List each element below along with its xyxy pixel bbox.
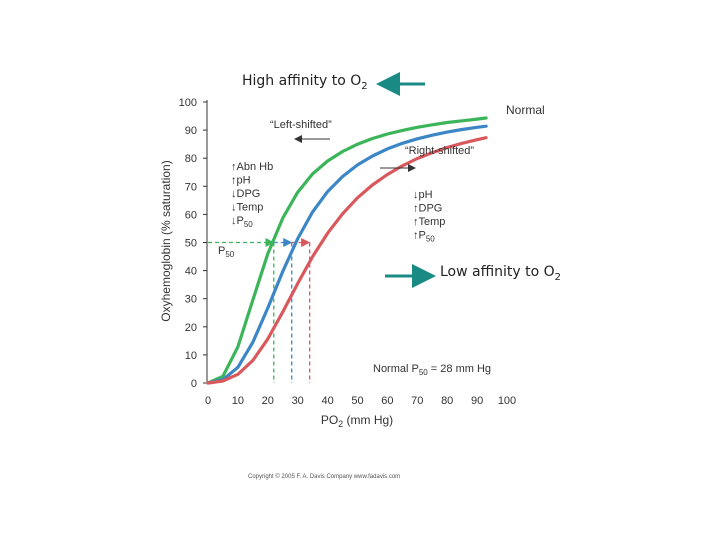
factor-item: ↓DPG — [231, 188, 260, 200]
factor-item: ↓pH — [413, 189, 433, 201]
right-shift-factors: ↓pH ↑DPG↑Temp ↑P50 — [413, 189, 445, 244]
y-tick-label: 0 — [191, 378, 197, 390]
low-affinity-label: Low affinity to O2 — [440, 264, 561, 283]
factor-item: ↑DPG — [413, 203, 442, 215]
y-tick-label: 20 — [185, 322, 197, 334]
factor-item: ↓P50 — [231, 215, 253, 229]
curve-right-shifted — [206, 136, 488, 385]
x-tick-label: 40 — [321, 395, 333, 407]
x-tick-label: 10 — [232, 395, 244, 407]
low-affinity-sub: 2 — [554, 271, 562, 283]
y-axis-label: Oxyhemoglobin (% saturation) — [159, 160, 173, 321]
high-affinity-label: High affinity to O2 — [242, 73, 368, 92]
normal-curve-label: Normal — [506, 103, 545, 117]
y-tick-label: 50 — [185, 238, 197, 250]
right-shifted-label: “Right-shifted” — [405, 145, 474, 157]
p50-axis-label: P50 — [218, 245, 235, 259]
curves — [206, 116, 488, 385]
curve-left-shifted — [206, 116, 488, 385]
x-tick-label: 0 — [205, 395, 211, 407]
low-affinity-text: Low affinity to O — [440, 264, 555, 280]
factor-item: ↓Temp — [231, 202, 263, 214]
x-tick-label: 80 — [441, 395, 453, 407]
y-tick-label: 100 — [179, 97, 197, 109]
x-tick-label: 50 — [351, 395, 363, 407]
y-tick-label: 60 — [185, 209, 197, 221]
factor-item: ↑pH — [231, 175, 251, 187]
x-tick-label: 70 — [411, 395, 423, 407]
factor-item: ↑Temp — [413, 216, 445, 228]
curve-normal — [206, 124, 488, 385]
left-shifted-label: “Left-shifted” — [270, 119, 332, 131]
high-affinity-text: High affinity to O — [242, 73, 362, 89]
y-tick-label: 90 — [185, 125, 197, 137]
y-tick-label: 40 — [185, 266, 197, 278]
y-tick-label: 30 — [185, 294, 197, 306]
x-axis-label: PO2 (mm Hg) — [321, 413, 393, 429]
x-tick-label: 100 — [498, 395, 516, 407]
x-tick-label: 30 — [292, 395, 304, 407]
factor-item: ↑P50 — [413, 230, 435, 244]
x-tick-label: 90 — [471, 395, 483, 407]
x-axis-ticks: 0 10 20 30 40 50 60 70 80 90 100 — [205, 395, 516, 407]
factor-item: ↑Abn Hb — [231, 161, 273, 173]
normal-p50-note: Normal P50 = 28 mm Hg — [373, 363, 491, 377]
x-tick-label: 20 — [262, 395, 274, 407]
y-axis-ticks: 0 10 20 30 40 50 60 70 80 90 100 — [179, 97, 207, 390]
left-shift-factors: ↑Abn Hb ↑pH↓DPG ↓Temp↓P50 — [231, 161, 273, 229]
p50-guides — [208, 237, 311, 383]
high-affinity-sub: 2 — [361, 80, 368, 92]
y-tick-label: 10 — [185, 350, 197, 362]
copyright-line: Copyright © 2005 F. A. Davis Company www… — [248, 473, 400, 480]
x-tick-label: 60 — [381, 395, 393, 407]
y-tick-label: 80 — [185, 153, 197, 165]
y-tick-label: 70 — [185, 181, 197, 193]
